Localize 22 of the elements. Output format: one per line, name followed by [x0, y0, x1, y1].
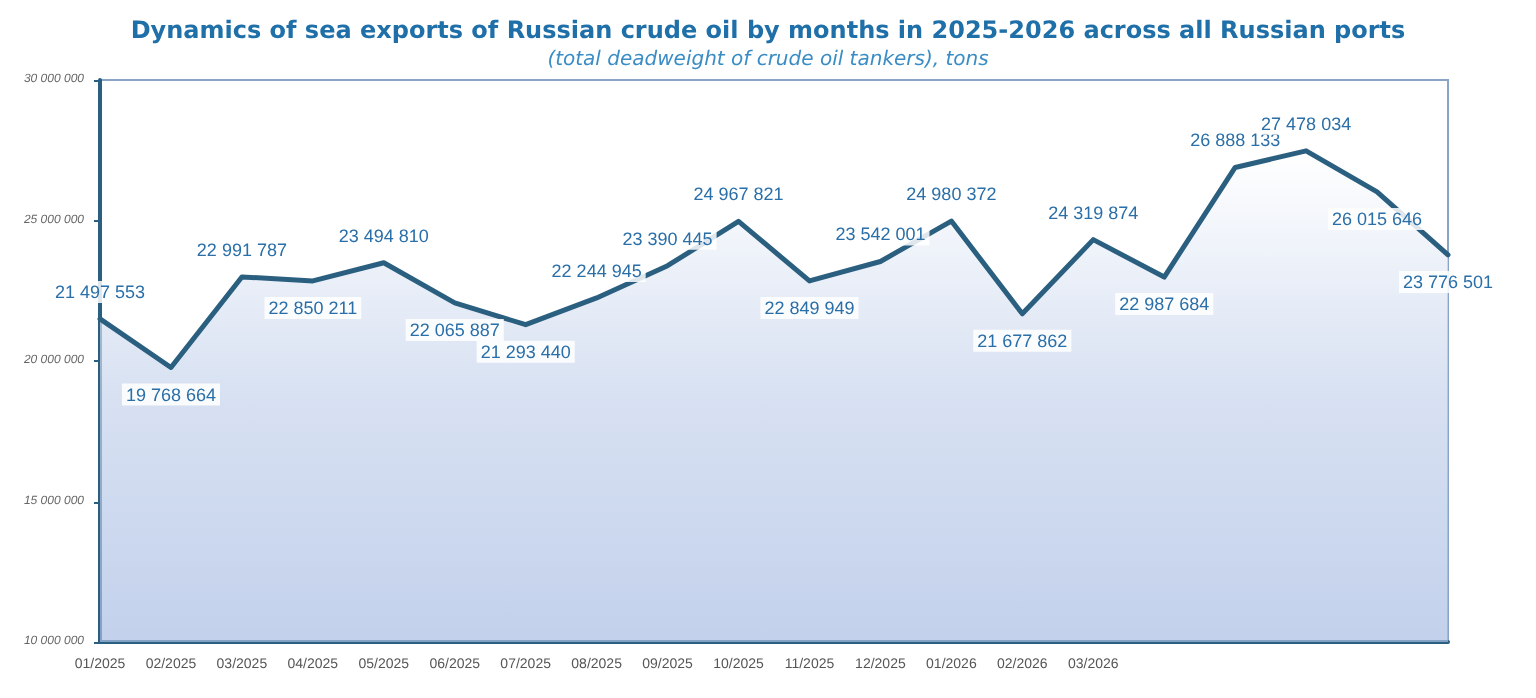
data-label: 22 065 887: [409, 319, 500, 340]
data-label: 23 390 445: [622, 228, 713, 249]
data-label: 22 850 211: [268, 297, 358, 318]
data-label: 23 494 810: [338, 225, 429, 246]
data-label: 22 987 684: [1119, 294, 1210, 315]
data-label: 23 542 001: [835, 224, 926, 245]
data-label: 24 980 372: [906, 184, 997, 205]
data-label: 22 991 787: [196, 239, 287, 260]
data-label: 19 768 664: [125, 384, 216, 405]
data-label: 22 244 945: [551, 260, 642, 281]
data-label: 27 478 034: [1261, 113, 1352, 134]
data-label: 21 293 440: [480, 341, 571, 362]
data-label: 21 677 862: [977, 330, 1068, 351]
data-label: 21 497 553: [54, 281, 146, 302]
data-label: 24 967 821: [693, 184, 784, 205]
chart-subtitle: (total deadweight of crude oil tankers), tons: [547, 49, 989, 71]
data-label: 22 849 949: [764, 297, 855, 318]
data-label: 26 888 133: [1190, 130, 1281, 151]
data-label: 26 015 646: [1332, 208, 1423, 229]
data-label: 23 776 501: [1402, 271, 1494, 292]
data-label: 24 319 874: [1048, 202, 1139, 223]
chart-title: Dynamics of sea exports of Russian crude oil by months in 2025-2026 across all Russian ports: [130, 16, 1406, 44]
